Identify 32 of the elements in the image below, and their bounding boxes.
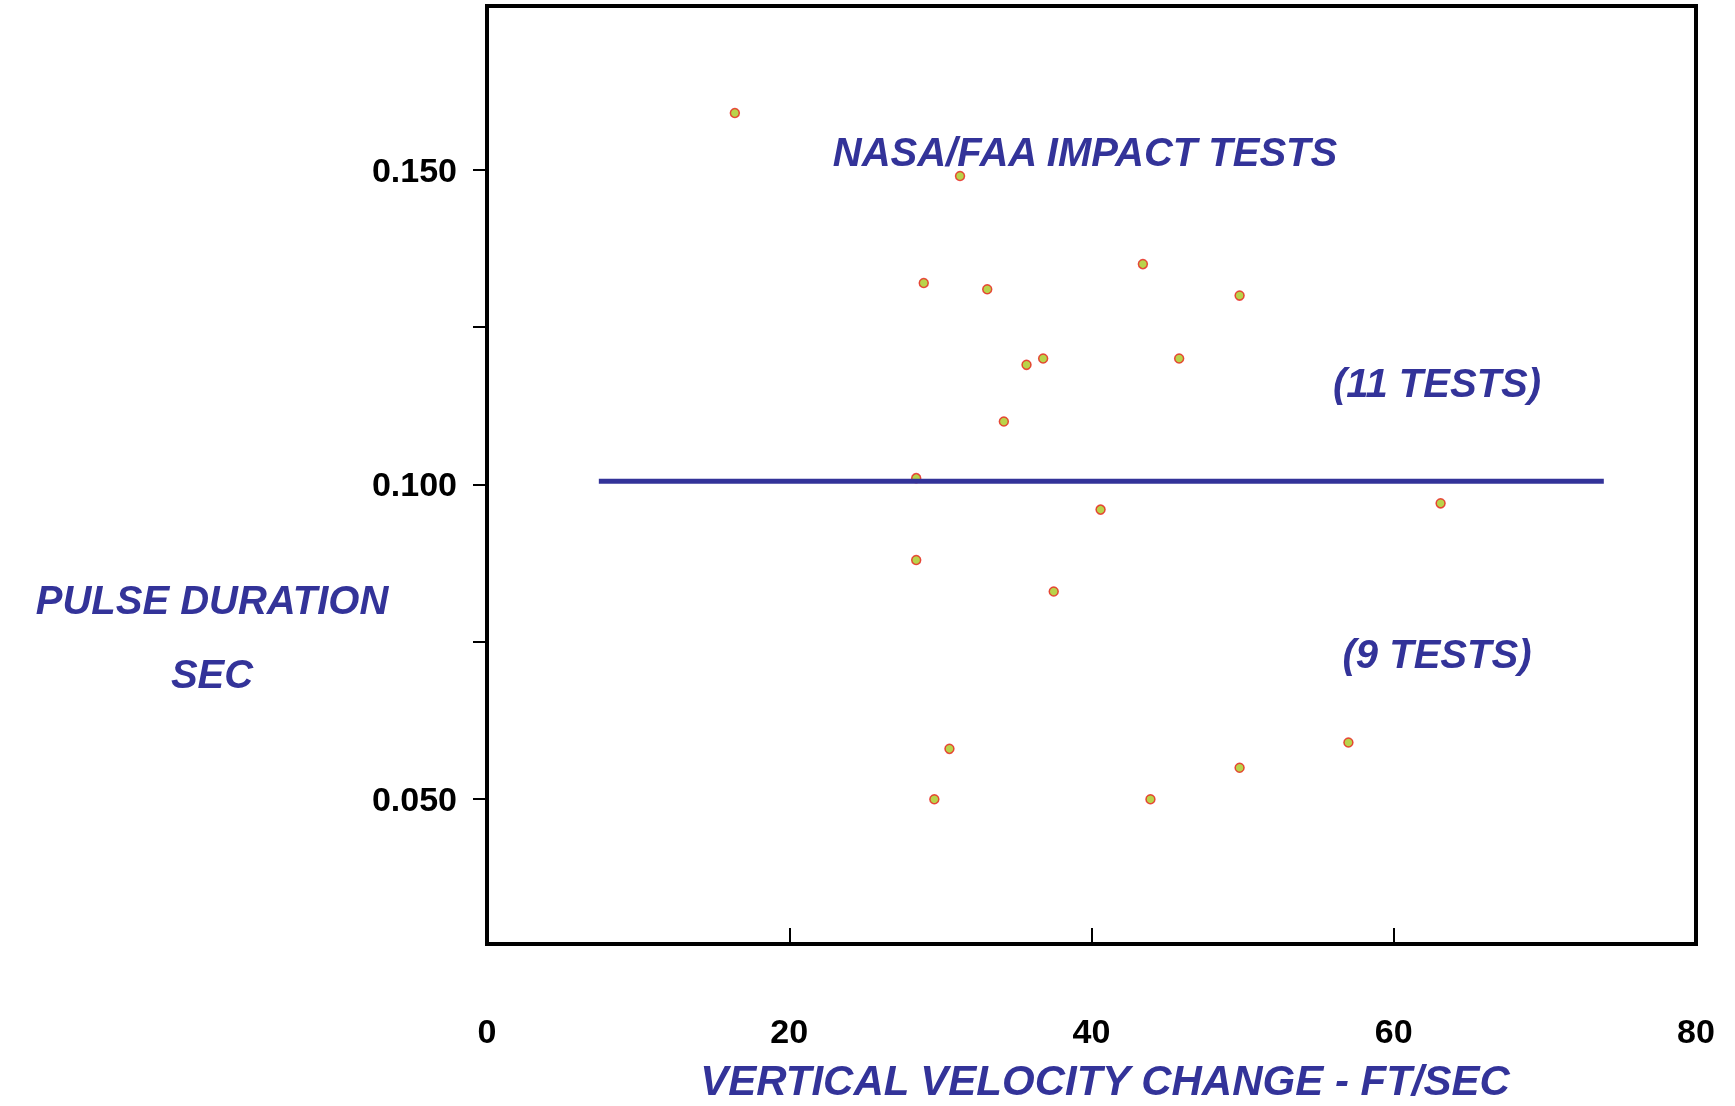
- point: [1234, 762, 1245, 773]
- point: [1435, 498, 1446, 509]
- y-tick-label: 0.150: [371, 150, 457, 189]
- point: [1234, 290, 1245, 301]
- point: [998, 416, 1010, 427]
- point: [1343, 737, 1354, 748]
- point: [729, 107, 741, 119]
- point: [1021, 359, 1032, 371]
- point: [944, 743, 955, 755]
- x-axis-title: VERTICAL VELOCITY CHANGE - FT/SEC: [700, 1056, 1511, 1104]
- point: [981, 284, 993, 295]
- y-tick-label: 0.100: [371, 465, 457, 504]
- x-tick-label: 20: [770, 1012, 809, 1050]
- annotation: (9 TESTS): [1342, 632, 1532, 676]
- annotation: NASA/FAA IMPACT TESTS: [832, 130, 1338, 174]
- point: [1173, 353, 1185, 364]
- y-axis-title: PULSE DURATION SEC: [35, 578, 390, 696]
- annotation: (11 TESTS): [1332, 361, 1542, 405]
- point: [910, 554, 922, 566]
- point: [1048, 586, 1059, 597]
- point: [1145, 793, 1156, 805]
- point: [1137, 258, 1149, 270]
- y-tick-label: 0.050: [371, 780, 457, 819]
- x-tick-label: 0: [477, 1012, 497, 1050]
- point: [918, 277, 929, 289]
- point: [1037, 353, 1049, 364]
- x-tick-label: 60: [1374, 1012, 1413, 1050]
- point: [929, 793, 940, 805]
- x-tick-label: 80: [1677, 1012, 1715, 1050]
- point: [1095, 504, 1106, 515]
- point: [954, 170, 966, 182]
- x-tick-label: 40: [1072, 1012, 1111, 1050]
